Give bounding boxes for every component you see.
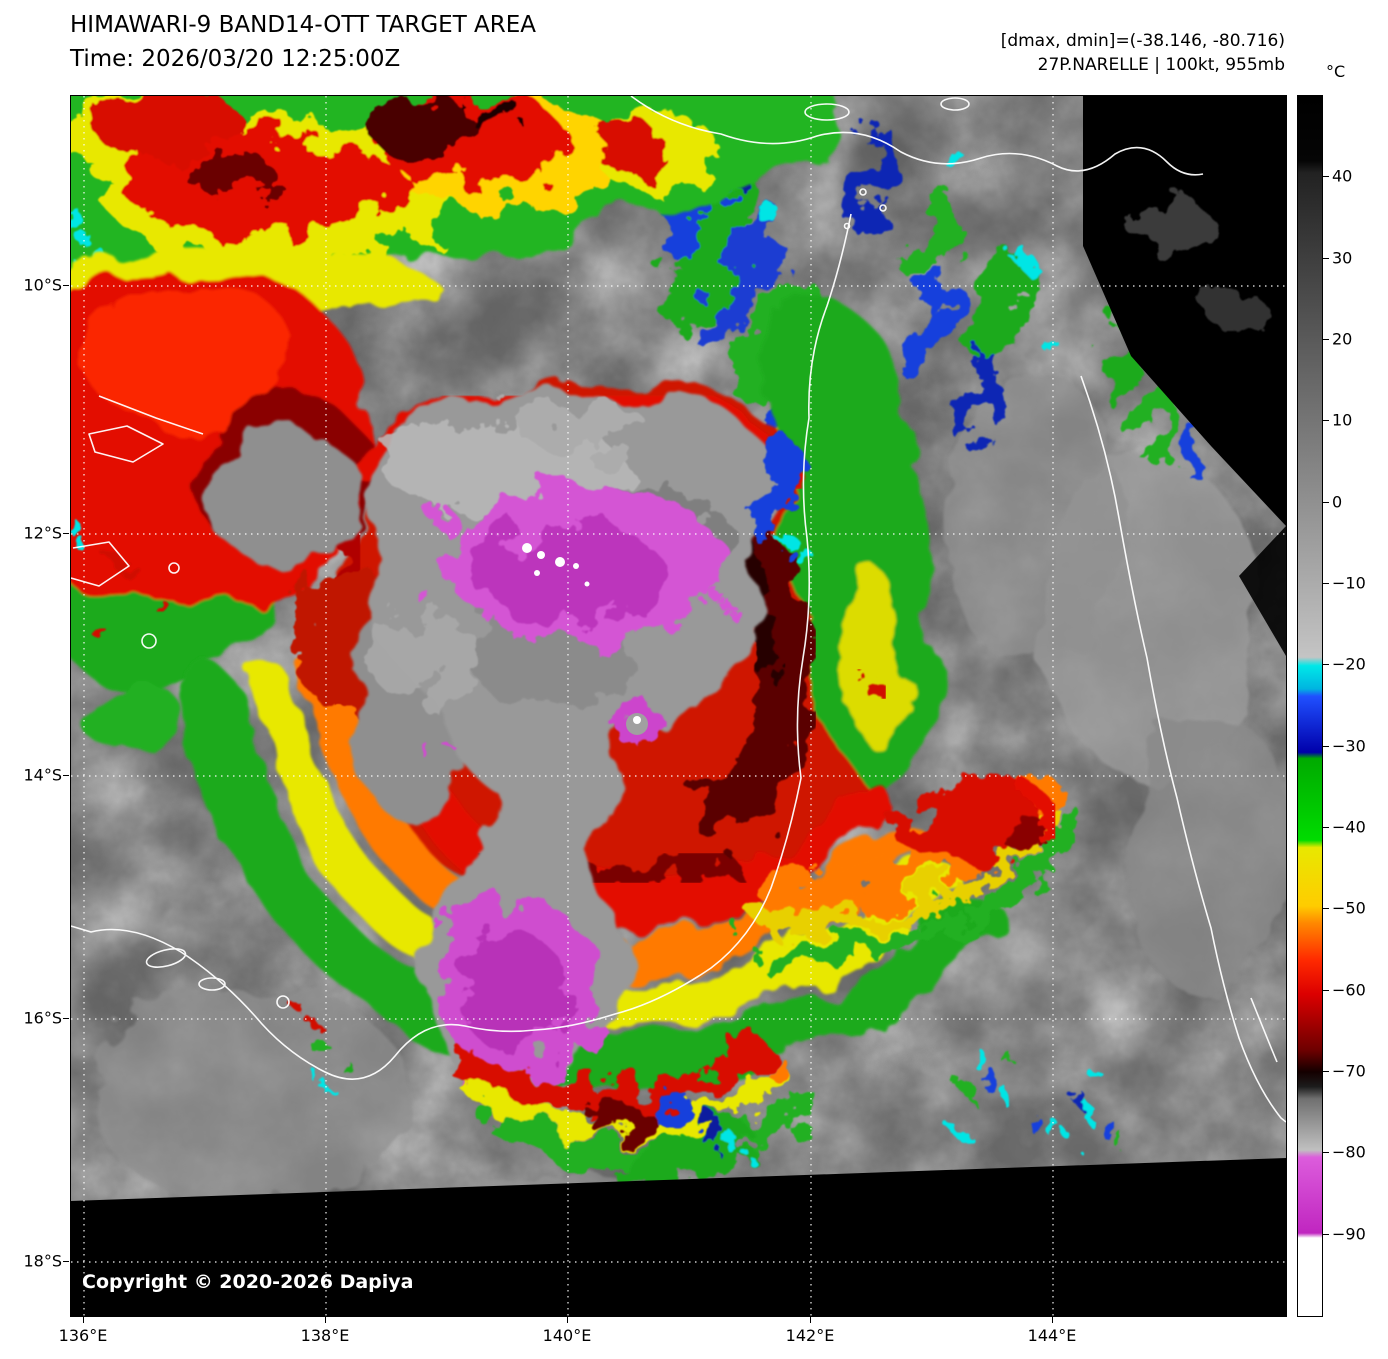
colorbar-tick-label: −30: [1332, 736, 1366, 756]
y-tick-label: 16°S: [23, 1008, 62, 1028]
colorbar: [1297, 95, 1323, 1317]
colorbar-tick-mark: [1323, 1071, 1329, 1072]
x-tick-label: 138°E: [300, 1326, 350, 1345]
y-tick-mark: [63, 1018, 69, 1019]
colorbar-tick-mark: [1323, 257, 1329, 259]
dmax-dmin-readout: [dmax, dmin]=(-38.146, -80.716): [1000, 31, 1285, 51]
colorbar-tick-label: −90: [1332, 1224, 1366, 1244]
colorbar-tick-mark: [1323, 1233, 1329, 1235]
copyright-notice: Copyright © 2020-2026 Dapiya: [82, 1271, 414, 1293]
colorbar-tick-mark: [1323, 908, 1329, 910]
colorbar-unit-label: °C: [1326, 62, 1346, 81]
y-tick-mark: [63, 775, 69, 776]
colorbar-tick-mark: [1323, 339, 1329, 340]
colorbar-tick-label: 10: [1332, 410, 1353, 430]
colorbar-tick-label: −70: [1332, 1061, 1366, 1081]
page-title: HIMAWARI-9 BAND14-OTT TARGET AREA: [70, 12, 537, 38]
colorbar-tick-label: 0: [1332, 492, 1343, 512]
west-red-lobe: [71, 248, 436, 754]
x-tick-mark: [567, 1317, 568, 1323]
satellite-image: [71, 96, 1286, 1316]
magenta-cold-tops: [416, 484, 725, 1103]
x-tick-mark: [810, 1317, 811, 1323]
grid-lines: [71, 96, 1286, 1316]
y-tick-mark: [63, 533, 69, 534]
colorbar-tick-label: −40: [1332, 817, 1366, 837]
y-tick-label: 14°S: [23, 765, 62, 785]
x-tick-mark: [83, 1317, 84, 1323]
colorbar-tick-mark: [1323, 583, 1329, 584]
y-tick-label: 18°S: [23, 1251, 62, 1271]
colorbar-tick-label: −50: [1332, 898, 1366, 918]
colorbar-tick-label: 30: [1332, 248, 1353, 268]
timestamp: Time: 2026/03/20 12:25:00Z: [70, 46, 401, 72]
colorbar-tick-mark: [1323, 664, 1329, 666]
colorbar-tick-mark: [1323, 745, 1329, 747]
colorbar-tick-label: −10: [1332, 573, 1366, 593]
colorbar-tick-label: 40: [1332, 166, 1353, 186]
colorbar-tick-mark: [1323, 420, 1329, 422]
y-tick-mark: [63, 285, 69, 286]
colorbar-tick-label: −80: [1332, 1142, 1366, 1162]
colorbar-tick-label: −20: [1332, 654, 1366, 674]
x-tick-label: 144°E: [1027, 1326, 1077, 1345]
east-spiral-band: [749, 769, 1083, 966]
no-data-region: [71, 96, 1286, 1316]
colorbar-tick-mark: [1323, 501, 1329, 503]
colorbar-tick-mark: [1323, 989, 1329, 991]
colorbar-tick-label: −60: [1332, 980, 1366, 1000]
x-tick-mark: [1052, 1317, 1053, 1323]
x-tick-mark: [325, 1317, 326, 1323]
x-tick-label: 142°E: [785, 1326, 835, 1345]
colorbar-tick-label: 20: [1332, 329, 1353, 349]
colorbar-tick-mark: [1323, 176, 1329, 178]
x-tick-label: 140°E: [542, 1326, 592, 1345]
x-tick-label: 136°E: [58, 1326, 108, 1345]
storm-info: 27P.NARELLE | 100kt, 955mb: [1037, 55, 1285, 75]
coastlines: [71, 96, 1286, 1123]
colorbar-tick-mark: [1323, 827, 1329, 828]
y-tick-mark: [63, 1261, 69, 1262]
y-tick-label: 10°S: [23, 275, 62, 295]
map-area: [70, 95, 1287, 1317]
colorbar-tick-mark: [1323, 1152, 1329, 1154]
south-feature: [440, 1035, 815, 1195]
y-tick-label: 12°S: [23, 523, 62, 543]
